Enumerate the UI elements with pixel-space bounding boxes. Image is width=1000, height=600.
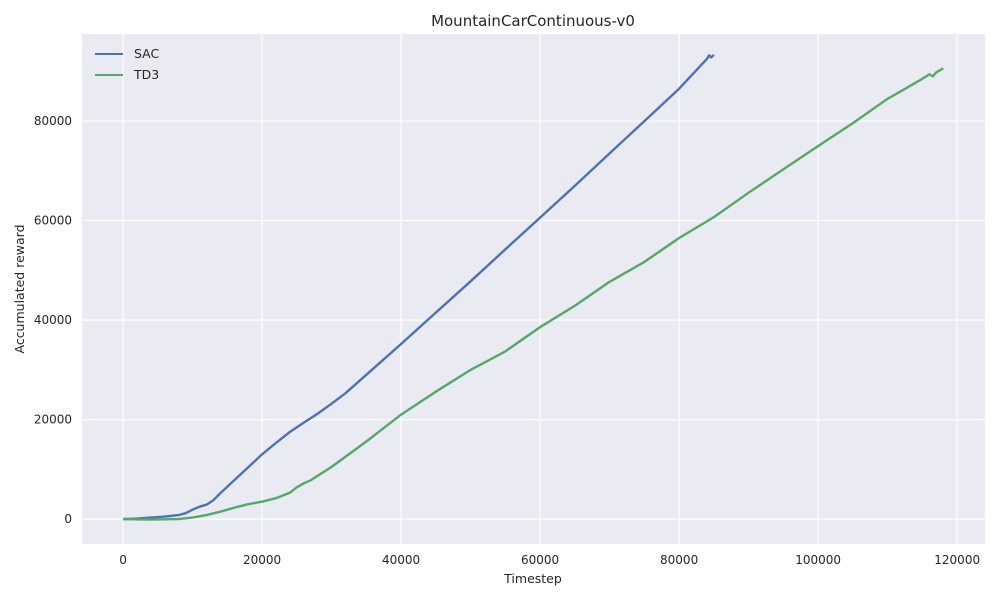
- chart-title: MountainCarContinuous-v0: [431, 12, 635, 30]
- y-axis-ticks: 0 20000 40000 60000 80000: [34, 114, 72, 526]
- x-axis-label: Timestep: [503, 571, 562, 586]
- x-tick-label: 60000: [521, 553, 559, 567]
- y-tick-label: 60000: [34, 214, 72, 228]
- y-axis-label: Accumulated reward: [12, 224, 27, 353]
- x-tick-label: 100000: [795, 553, 841, 567]
- plot-background: [82, 34, 985, 544]
- y-tick-label: 80000: [34, 114, 72, 128]
- y-tick-label: 40000: [34, 313, 72, 327]
- x-axis-ticks: 0 20000 40000 60000 80000 100000 120000: [119, 553, 980, 567]
- legend: SAC TD3: [95, 46, 159, 82]
- series-line-sac: [122, 54, 715, 521]
- x-tick-label: 40000: [382, 553, 420, 567]
- y-tick-label: 20000: [34, 413, 72, 427]
- series-layer: [122, 54, 944, 521]
- x-tick-label: 20000: [243, 553, 281, 567]
- x-tick-label: 80000: [660, 553, 698, 567]
- y-tick-label: 0: [64, 512, 72, 526]
- legend-label-sac: SAC: [134, 46, 159, 61]
- x-tick-label: 120000: [934, 553, 980, 567]
- series-line-td3: [122, 67, 944, 521]
- grid: [82, 34, 985, 544]
- legend-label-td3: TD3: [133, 67, 159, 82]
- x-tick-label: 0: [119, 553, 127, 567]
